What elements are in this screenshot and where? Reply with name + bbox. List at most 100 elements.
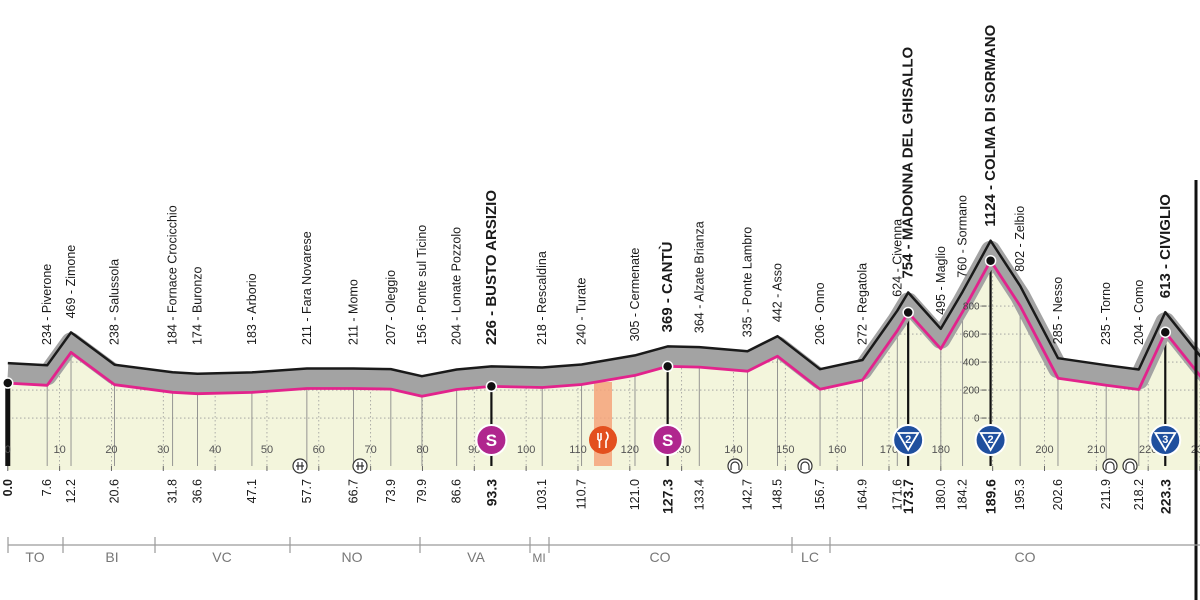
km-label: 73.9: [384, 479, 398, 503]
waypoint-dot: [661, 360, 674, 373]
profile-layer: [5, 239, 1200, 466]
x-tick-label: 160: [828, 444, 846, 456]
waypoint-label: 218 - Rescaldina: [535, 251, 549, 345]
x-tick-label: 200: [1035, 444, 1053, 456]
waypoint-label: 760 - Sormano: [956, 195, 970, 278]
waypoint-dot: [1159, 326, 1172, 338]
waypoint-label: 364 - Alzate Brianza: [692, 221, 706, 333]
km-label: 133.4: [692, 479, 706, 510]
waypoint-label: 495 - Maglio: [934, 246, 948, 315]
kom-triangle: [896, 432, 920, 452]
x-tick-label: 210: [1087, 444, 1105, 456]
km-label: 173.7: [900, 479, 916, 514]
province-label: CO: [1015, 549, 1036, 565]
waypoint-label: 184 - Fornace Crocicchio: [166, 205, 180, 345]
waypoint-label: 285 - Nesso: [1051, 277, 1065, 344]
km-label: 127.3: [660, 479, 676, 514]
km-label: 164.9: [856, 479, 870, 510]
kom-category: 2: [988, 434, 994, 446]
waypoint-label: 305 - Cermenate: [628, 248, 642, 342]
rail-glyph: [356, 462, 364, 470]
marks-layer: 0 10 20 30 40 50 60 70 80 90 100 110 120 130 140 150 160…: [1, 24, 1200, 514]
kom-triangle: [979, 432, 1003, 452]
x-tick-label: 20: [105, 444, 117, 456]
waypoint-label: 624 - Civenna: [890, 219, 904, 297]
km-label: 110.7: [575, 479, 589, 509]
km-label: 66.7: [347, 479, 361, 503]
km-label: 103.1: [535, 479, 549, 510]
rail-glyph: [296, 462, 304, 470]
x-tick-label: 60: [313, 444, 325, 456]
profile-band: [7, 240, 1200, 397]
area-layer: [7, 260, 1200, 470]
road-icons: [292, 458, 1138, 474]
km-label: 36.6: [191, 479, 205, 503]
y-tick-label: 800: [963, 302, 980, 313]
km-label: 79.9: [415, 479, 429, 503]
province-label: VC: [212, 549, 231, 565]
km-label: 184.2: [956, 479, 970, 510]
waypoint-label: 335 - Ponte Lambro: [740, 227, 754, 338]
waypoint-label: 613 - CIVIGLIO: [1157, 194, 1174, 299]
waypoint-label: 235 - Torno: [1099, 282, 1113, 345]
province-band: [7, 537, 1200, 553]
waypoint-label: 754 - MADONNA DEL GHISALLO: [900, 47, 917, 279]
waypoint-label: 1124 - COLMA DI SORMANO: [982, 24, 999, 226]
km-label: 121.0: [628, 479, 642, 510]
km-label: 195.3: [1013, 479, 1027, 510]
km-label: 93.3: [483, 479, 499, 506]
feed-icon: [589, 426, 617, 454]
province-labels: TO BI VC NO VA MI CO LC CO: [25, 549, 1035, 565]
km-label: 148.5: [771, 479, 785, 510]
x-tick-label: 120: [621, 444, 639, 456]
waypoint-label: 174 - Buronzo: [191, 266, 205, 345]
km-label: 171.6: [890, 479, 904, 510]
x-tick-label: 140: [724, 444, 742, 456]
tunnel-glyph: [1125, 461, 1135, 470]
waypoint-label: 204 - Lonate Pozzolo: [450, 227, 464, 345]
waypoint-dot: [984, 254, 997, 267]
km-label: 202.6: [1051, 479, 1065, 510]
x-tick-label: 100: [517, 444, 535, 456]
province-label: VA: [467, 549, 485, 565]
waypoint-label: 272 - Regatola: [856, 263, 870, 345]
start-dot: [2, 377, 14, 389]
profile-area: [7, 260, 1200, 470]
x-tick-label: 0: [5, 444, 11, 456]
province-label: BI: [105, 549, 118, 565]
waypoint-label: 442 - Asso: [770, 263, 784, 322]
waypoint-label: 802 - Zelbio: [1013, 206, 1027, 272]
waypoint-label: 234 - Piverone: [40, 264, 54, 345]
km-label: 0.0: [1, 479, 15, 496]
y-tick-label: 400: [963, 358, 980, 369]
waypoint-label: 183 - Arborio: [245, 273, 259, 345]
km-label: 211.9: [1099, 479, 1113, 509]
tunnel-glyph: [800, 461, 810, 470]
waypoint-label: 469 - Zimone: [64, 245, 78, 319]
sprint-badge: [651, 424, 684, 456]
km-label: 223.3: [1157, 479, 1173, 514]
x-tick-label: 180: [932, 444, 950, 456]
waypoint-label: 207 - Oleggio: [384, 270, 398, 345]
km-label: 47.1: [245, 479, 259, 503]
x-tick-label: 80: [416, 444, 428, 456]
km-label: 57.7: [300, 479, 314, 503]
km-label: 142.7: [741, 479, 755, 510]
kom-triangle: [1153, 432, 1177, 452]
x-tick-label: 110: [569, 444, 587, 456]
province-label: NO: [342, 549, 363, 565]
waypoint-label: 211 - Momo: [347, 279, 361, 345]
x-tick-label: 30: [157, 444, 169, 456]
x-tick-label: 150: [776, 444, 794, 456]
x-tick-label: 70: [365, 444, 377, 456]
km-label: 7.6: [40, 479, 54, 496]
kom-category: 2: [905, 434, 911, 446]
waypoint-label: 204 - Como: [1132, 280, 1146, 345]
waypoint-label: 240 - Turate: [575, 278, 589, 345]
waypoint-label: 369 - CANTÙ: [658, 241, 676, 332]
kom-category: 3: [1162, 434, 1168, 446]
y-tick-label: 0: [974, 414, 980, 425]
km-label: 218.2: [1132, 479, 1146, 510]
x-tick-label: 50: [261, 444, 273, 456]
